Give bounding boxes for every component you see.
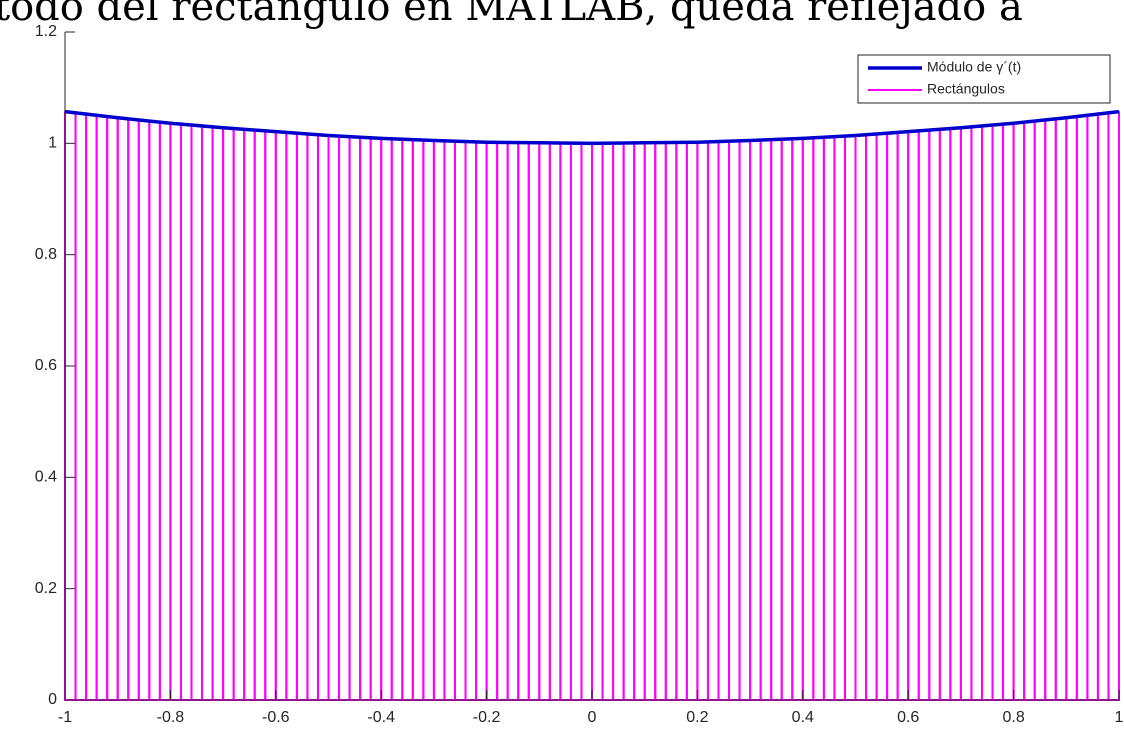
- y-tick-label: 0.6: [35, 357, 57, 374]
- x-tick-label: -0.8: [157, 709, 185, 726]
- x-tick-label: -0.6: [262, 709, 290, 726]
- y-tick-label: 0.4: [35, 469, 57, 486]
- chart-title: todo del rectángulo en MATLAB, queda ref…: [0, 0, 1023, 30]
- x-tick-label: 0.2: [686, 709, 708, 726]
- x-tick-label: -0.4: [367, 709, 395, 726]
- y-tick-label: 0: [48, 691, 57, 708]
- y-tick-label: 1: [48, 135, 57, 152]
- x-tick-label: -1: [58, 709, 72, 726]
- legend-label: Módulo de γ´(t): [927, 59, 1021, 75]
- x-tick-label: 0.8: [1002, 709, 1024, 726]
- legend-box: [857, 54, 1111, 104]
- y-tick-label: 0.8: [35, 246, 57, 263]
- legend-label: Rectángulos: [927, 81, 1005, 97]
- x-tick-label: 0: [588, 709, 597, 726]
- x-tick-label: 0.6: [897, 709, 919, 726]
- y-tick-label: 0.2: [35, 580, 57, 597]
- x-tick-label: 1: [1115, 709, 1124, 726]
- x-tick-label: -0.2: [473, 709, 501, 726]
- x-tick-label: 0.4: [792, 709, 814, 726]
- curve: [64, 109, 1120, 146]
- y-tick-label: 1.2: [35, 23, 57, 40]
